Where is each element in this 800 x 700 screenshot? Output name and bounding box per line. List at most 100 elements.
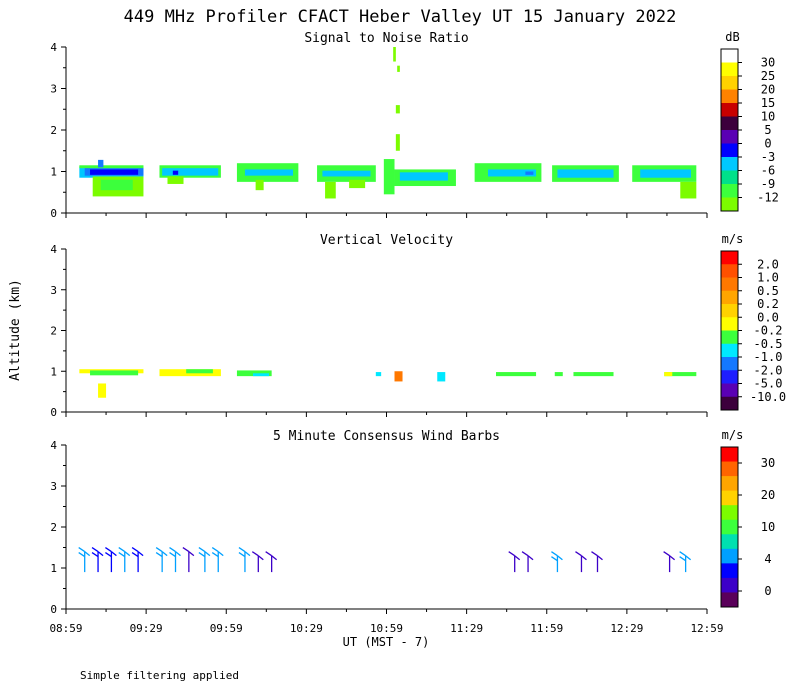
vel-cell (252, 373, 269, 377)
colorbar-swatch (721, 505, 738, 521)
colorbar-label: 5 (764, 123, 771, 137)
colorbar-label: 15 (761, 96, 775, 110)
vel-colorbar: m/s 2.01.00.50.20.0-0.2-0.5-1.0-2.0-5.0-1… (720, 232, 786, 411)
colorbar-swatch (721, 290, 738, 305)
vel-cell (573, 372, 614, 377)
colorbar-swatch (721, 577, 738, 593)
colorbar-swatch (721, 103, 738, 117)
colorbar-swatch (721, 343, 738, 358)
snr-title: Signal to Noise Ratio (304, 31, 468, 46)
snr-cell (395, 134, 400, 151)
colorbar-swatch (721, 357, 738, 371)
snr-cell (349, 179, 366, 189)
colorbar-label: 4 (764, 552, 771, 566)
wind-barb (238, 547, 251, 573)
wind-colorbar-unit: m/s (722, 428, 744, 442)
wind-barb (118, 547, 131, 573)
colorbar-label: 0.2 (757, 297, 779, 311)
xtick-label: 09:29 (130, 622, 163, 635)
colorbar-swatch (721, 251, 738, 265)
colorbar-label: -0.2 (754, 324, 783, 338)
snr-cell (167, 176, 184, 184)
wind-barb (591, 551, 603, 573)
colorbar-swatch (721, 317, 738, 331)
xtick-label: 10:59 (370, 622, 403, 635)
colorbar-swatch (721, 264, 738, 278)
colorbar-label: 0.0 (757, 310, 779, 324)
wind-barb (198, 547, 211, 573)
colorbar-label: -10.0 (750, 390, 786, 404)
xtick-label: 11:29 (450, 622, 483, 635)
wind-ytick-label: 1 (50, 562, 57, 575)
xtick-label: 11:59 (530, 622, 563, 635)
wind-ytick-label: 2 (50, 521, 57, 534)
snr-cell (399, 172, 448, 181)
colorbar-swatch (721, 461, 738, 477)
colorbar-swatch (721, 184, 738, 198)
wind-barb (155, 547, 168, 573)
colorbar-label: -6 (761, 164, 775, 178)
colorbar-label: -0.5 (754, 337, 783, 351)
xtick-label: 08:59 (49, 622, 82, 635)
colorbar-swatch (721, 396, 738, 411)
wind-ytick-label: 4 (50, 439, 57, 452)
snr-cell (244, 169, 294, 176)
wind-barb (169, 547, 181, 573)
snr-cell (172, 170, 179, 175)
wind-barb (91, 547, 104, 573)
snr-cell (640, 169, 691, 178)
colorbar-label: 0.5 (757, 284, 779, 298)
colorbar-label: 0 (764, 137, 771, 151)
colorbar-swatch (721, 447, 738, 463)
colorbar-swatch (721, 197, 738, 212)
colorbar-label: -12 (757, 191, 779, 205)
colorbar-swatch (721, 116, 738, 131)
snr-cell (397, 65, 400, 72)
vel-axes (61, 248, 708, 417)
wind-ytick-label: 0 (50, 603, 57, 616)
colorbar-label: 20 (761, 488, 775, 502)
colorbar-label: -3 (761, 150, 775, 164)
vel-ytick-label: 2 (50, 325, 57, 338)
y-axis-label: Altitude (km) (8, 279, 23, 381)
snr-ytick-label: 0 (50, 207, 57, 220)
colorbar-swatch (721, 304, 738, 318)
snr-cell (393, 47, 396, 62)
snr-ytick-label: 3 (50, 83, 57, 96)
wind-barb (131, 547, 144, 573)
snr-cell (680, 181, 697, 199)
vel-cell (394, 371, 403, 382)
snr-cell (322, 170, 371, 177)
wind-barb (182, 547, 195, 573)
colorbar-label: 1.0 (757, 271, 779, 285)
vel-cell (186, 369, 213, 374)
colorbar-swatch (721, 143, 738, 158)
colorbar-label: 10 (761, 520, 775, 534)
x-axis-label: UT (MST - 7) (343, 635, 430, 649)
vel-cell (437, 372, 446, 382)
snr-cell (162, 168, 219, 176)
snr-cell (525, 171, 534, 175)
colorbar-label: -1.0 (754, 350, 783, 364)
xtick-label: 12:29 (610, 622, 643, 635)
colorbar-swatch (721, 157, 738, 171)
wind-ytick-label: 3 (50, 480, 57, 493)
vel-ytick-label: 1 (50, 365, 57, 378)
colorbar-swatch (721, 49, 738, 63)
colorbar-label: 0 (764, 584, 771, 598)
colorbar-label: 25 (761, 69, 775, 83)
colorbar-swatch (721, 476, 738, 492)
colorbar-label: -5.0 (754, 377, 783, 391)
vel-cell (554, 372, 563, 377)
vel-cell (90, 370, 139, 376)
colorbar-label: 2.0 (757, 257, 779, 271)
colorbar-label: 30 (761, 56, 775, 70)
colorbar-label: -2.0 (754, 363, 783, 377)
wind-barb (521, 551, 534, 573)
xtick-label: 12:59 (690, 622, 723, 635)
wind-barb (105, 547, 117, 573)
footer-note: Simple filtering applied (80, 669, 239, 682)
snr-cell (100, 179, 133, 191)
xtick-label: 10:29 (290, 622, 323, 635)
